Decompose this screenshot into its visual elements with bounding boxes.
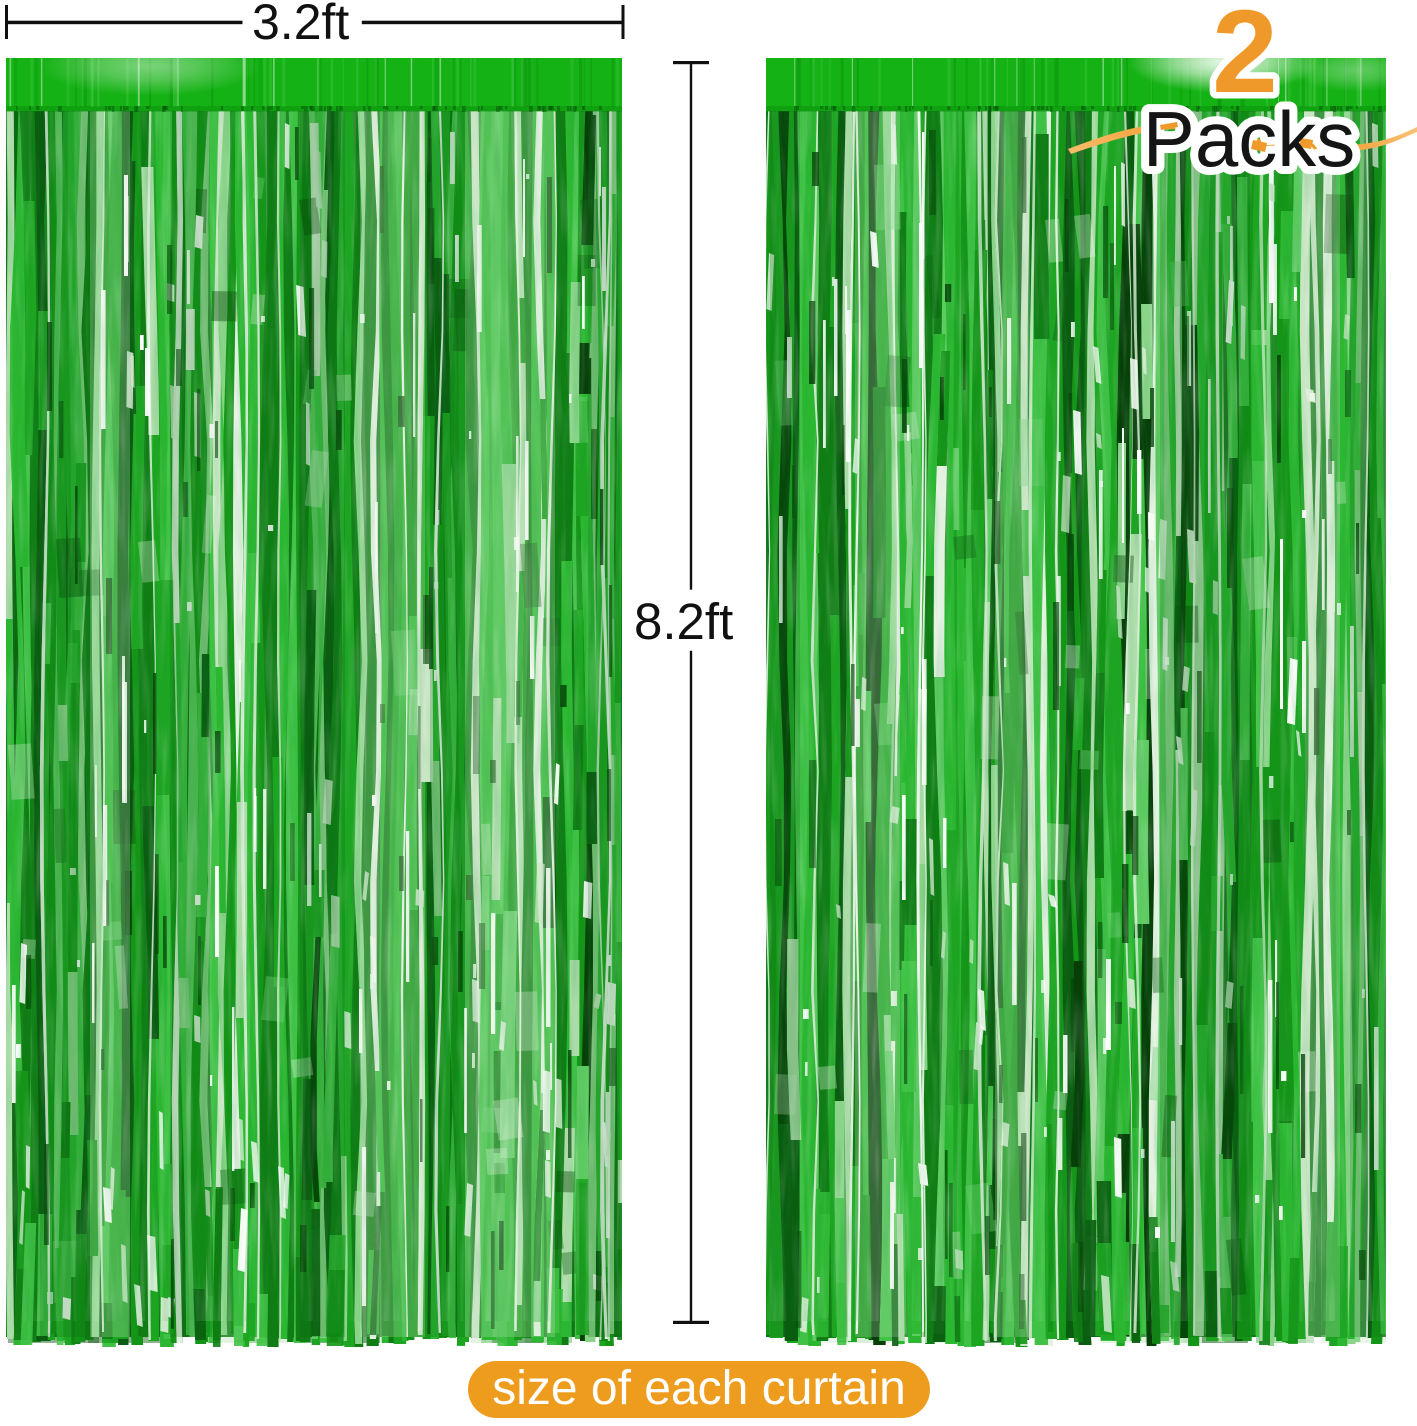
svg-text:2: 2: [1212, 0, 1278, 118]
svg-text:size of each curtain: size of each curtain: [492, 1362, 906, 1415]
svg-text:3.2ft: 3.2ft: [252, 0, 349, 50]
svg-text:Packs: Packs: [1143, 95, 1355, 183]
svg-text:Packs: Packs: [1143, 95, 1355, 183]
svg-text:8.2ft: 8.2ft: [634, 593, 733, 650]
